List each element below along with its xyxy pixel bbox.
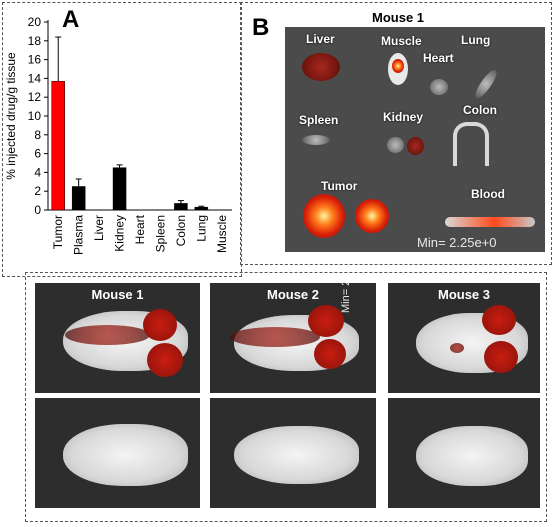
mouse-3-brightfield — [388, 398, 540, 508]
x-tick-label: Colon — [174, 215, 188, 246]
mouse-3-signal-small — [450, 343, 464, 353]
panel-b-letter: B — [252, 14, 270, 41]
mouse-2-scale-text: Min= 2. — [340, 283, 352, 313]
scale-min-text: Min= 2.25e+0 — [417, 235, 497, 250]
y-tick-label: 8 — [34, 128, 41, 142]
mouse-3-tumor-lower — [484, 341, 518, 373]
y-tick-label: 10 — [28, 109, 42, 123]
x-tick-label: Muscle — [215, 215, 229, 253]
mouse-2-title: Mouse 2 — [266, 287, 319, 302]
organ-label-spleen: Spleen — [299, 113, 339, 127]
mouse-2-tumor-upper — [308, 305, 344, 337]
mouse-2-brightfield — [210, 398, 376, 508]
y-tick-label: 12 — [28, 90, 42, 104]
mouse-2-signal-trunk — [230, 327, 320, 347]
panel-a-letter: A — [62, 6, 80, 33]
organ-label-tumor: Tumor — [321, 179, 358, 193]
blood-tube — [445, 217, 535, 227]
y-tick-label: 20 — [28, 15, 42, 29]
mouse-1-tumor-upper — [143, 309, 177, 341]
bar-plasma — [71, 186, 86, 211]
mice-panel-border — [25, 272, 547, 522]
organ-label-muscle: Muscle — [381, 34, 422, 48]
tumor-signal-1 — [303, 194, 345, 238]
bar-chart: 0 2 4 6 8 10 12 14 16 18 20 % injected drug/g tissu… — [4, 15, 232, 255]
x-tick-label: Tumor — [51, 215, 65, 249]
bar-tumor — [51, 80, 65, 211]
y-tick-label: 14 — [28, 71, 42, 85]
bar-colon — [174, 203, 188, 211]
mouse-2-tumor-lower — [314, 339, 346, 369]
muscle-signal — [392, 59, 404, 73]
organ-label-kidney: Kidney — [383, 110, 424, 124]
x-tick-label: Plasma — [72, 215, 86, 255]
mouse-3-title: Mouse 3 — [437, 287, 490, 302]
panel-b-border — [240, 2, 552, 265]
mouse-1-body-bright — [63, 424, 188, 486]
organ-label-liver: Liver — [306, 32, 335, 46]
mouse-2-fluorescence: Mouse 2 Min= 2. — [210, 283, 376, 393]
bar-lung — [194, 206, 209, 211]
organ-label-blood: Blood — [471, 187, 505, 201]
kidney-tissue-1 — [387, 137, 404, 153]
x-tick-label: Lung — [194, 215, 208, 242]
y-tick-label: 0 — [34, 203, 41, 217]
panel-b-title: Mouse 1 — [372, 10, 425, 25]
spleen-tissue — [302, 135, 330, 145]
y-tick-label: 4 — [34, 165, 41, 179]
tumor-signal-2 — [355, 199, 389, 233]
y-tick-label: 16 — [28, 53, 42, 67]
y-axis-label: % injected drug/g tissue — [4, 52, 18, 180]
organ-label-colon: Colon — [463, 103, 497, 117]
heart-tissue — [430, 79, 448, 95]
mouse-1-title: Mouse 1 — [91, 287, 144, 302]
mouse-1-brightfield — [35, 398, 200, 508]
mouse-1-tumor-lower — [147, 343, 183, 377]
panel-a-border — [2, 2, 242, 277]
x-tick-label: Spleen — [153, 215, 167, 252]
mouse-3-tumor-upper — [482, 305, 516, 335]
mouse-1-fluorescence: Mouse 1 — [35, 283, 200, 393]
liver-signal — [302, 53, 340, 81]
x-tick-label: Kidney — [113, 215, 127, 252]
organ-image: Liver Muscle Heart Lung Spleen Kidney Co… — [285, 27, 545, 252]
organ-label-heart: Heart — [423, 51, 454, 65]
x-tick-label: Heart — [133, 214, 147, 244]
mouse-2-body-bright — [234, 426, 359, 484]
organ-label-lung: Lung — [461, 33, 491, 47]
mouse-3-body-bright — [416, 426, 528, 486]
y-tick-label: 18 — [28, 34, 42, 48]
colon-tissue — [453, 122, 489, 166]
y-tick-label: 2 — [34, 184, 41, 198]
lung-tissue — [472, 67, 500, 101]
mouse-1-signal-trunk — [65, 325, 150, 345]
y-tick-label: 6 — [34, 147, 41, 161]
mouse-3-fluorescence: Mouse 3 — [388, 283, 540, 393]
x-tick-label: Liver — [92, 215, 106, 241]
kidney-signal-2 — [407, 137, 424, 155]
bar-kidney — [112, 167, 127, 211]
